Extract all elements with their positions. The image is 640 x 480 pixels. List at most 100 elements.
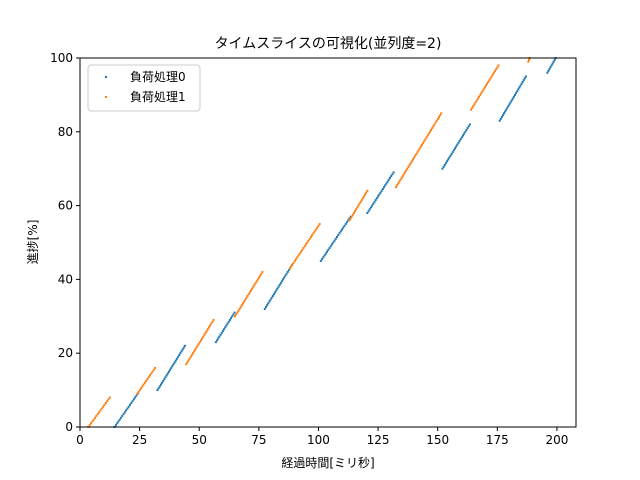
- data-point-series-0: [374, 199, 377, 202]
- data-point-series-1: [478, 95, 481, 98]
- data-point-series-1: [490, 75, 493, 78]
- data-point-series-0: [217, 337, 220, 340]
- data-point-series-0: [214, 341, 217, 344]
- data-point-series-1: [95, 414, 98, 417]
- data-point-series-1: [398, 180, 401, 183]
- data-point-series-0: [164, 376, 167, 379]
- data-point-series-1: [440, 112, 443, 115]
- data-point-series-1: [439, 114, 442, 117]
- data-point-series-1: [316, 226, 319, 229]
- data-point-series-1: [483, 86, 486, 89]
- data-point-series-1: [528, 58, 531, 61]
- data-point-series-1: [199, 339, 202, 342]
- data-point-series-0: [392, 171, 395, 174]
- data-point-series-0: [230, 317, 233, 320]
- data-point-series-0: [120, 416, 122, 419]
- data-point-series-0: [501, 114, 504, 117]
- data-point-series-0: [465, 128, 468, 131]
- data-point-series-0: [520, 82, 523, 85]
- data-point-series-0: [385, 182, 388, 185]
- data-point-series-0: [500, 116, 503, 119]
- data-point-series-0: [460, 136, 463, 139]
- data-point-series-0: [274, 291, 277, 294]
- data-point-series-1: [318, 223, 321, 226]
- data-point-series-0: [332, 241, 335, 244]
- data-point-series-0: [284, 274, 287, 277]
- data-point-series-1: [100, 407, 103, 410]
- data-point-series-0: [447, 158, 450, 161]
- data-point-series-1: [242, 302, 244, 305]
- data-point-series-1: [290, 265, 293, 268]
- data-point-series-1: [302, 247, 305, 250]
- data-point-series-1: [301, 248, 304, 251]
- data-point-series-1: [413, 156, 416, 159]
- data-point-series-1: [472, 104, 475, 107]
- data-point-series-0: [125, 409, 128, 412]
- data-point-series-0: [549, 66, 552, 69]
- data-point-series-0: [231, 315, 234, 318]
- data-point-series-1: [292, 261, 295, 264]
- legend: 負荷処理0 負荷処理1: [87, 64, 201, 112]
- data-point-series-0: [344, 223, 347, 226]
- data-point-series-0: [462, 134, 465, 137]
- data-point-series-0: [219, 333, 222, 336]
- data-point-series-0: [322, 256, 325, 259]
- data-point-series-0: [513, 93, 516, 96]
- data-point-series-0: [369, 206, 372, 209]
- data-point-series-0: [521, 80, 524, 83]
- legend-label: 負荷処理0: [130, 70, 186, 84]
- data-point-series-1: [260, 272, 263, 275]
- data-point-series-1: [496, 66, 499, 69]
- data-point-series-1: [252, 285, 255, 288]
- data-point-series-0: [546, 71, 549, 74]
- data-point-series-0: [282, 278, 285, 281]
- data-point-series-1: [250, 289, 252, 292]
- data-point-series-0: [381, 188, 384, 190]
- data-point-series-1: [138, 389, 141, 392]
- data-point-series-1: [206, 328, 209, 331]
- data-point-series-1: [423, 140, 426, 143]
- data-point-series-0: [182, 346, 185, 349]
- data-point-series-1: [204, 331, 207, 334]
- data-point-series-0: [511, 97, 514, 100]
- data-point-series-0: [509, 101, 512, 104]
- data-point-series-1: [402, 173, 405, 176]
- data-point-series-0: [228, 318, 231, 321]
- data-point-series-0: [331, 243, 334, 246]
- data-point-series-1: [479, 93, 482, 96]
- data-point-series-0: [340, 228, 343, 231]
- data-point-series-1: [235, 313, 238, 316]
- data-point-series-0: [468, 123, 471, 126]
- data-point-series-0: [372, 202, 375, 205]
- data-point-series-1: [154, 366, 157, 369]
- data-point-series-1: [356, 206, 359, 209]
- legend-marker: [105, 96, 107, 98]
- data-point-series-0: [448, 156, 451, 159]
- data-point-series-1: [194, 348, 197, 351]
- data-point-series-1: [414, 154, 417, 157]
- data-point-series-1: [190, 354, 193, 357]
- data-point-series-1: [291, 263, 294, 266]
- data-point-series-0: [464, 130, 467, 133]
- data-point-series-1: [236, 311, 239, 314]
- data-point-series-1: [350, 215, 353, 218]
- data-point-series-1: [203, 333, 206, 336]
- data-point-series-1: [261, 271, 264, 274]
- data-point-series-0: [506, 106, 509, 109]
- data-point-series-0: [272, 293, 275, 296]
- data-point-series-1: [210, 322, 213, 325]
- data-point-series-1: [431, 127, 434, 130]
- data-point-series-0: [178, 354, 181, 357]
- data-point-series-1: [366, 189, 369, 192]
- data-point-series-0: [271, 295, 274, 297]
- data-point-series-1: [207, 326, 210, 329]
- y-tick-label: 40: [58, 272, 73, 286]
- data-point-series-1: [209, 324, 212, 327]
- data-point-series-1: [422, 141, 425, 144]
- data-point-series-0: [517, 88, 520, 91]
- data-point-series-0: [226, 322, 229, 325]
- data-point-series-0: [367, 210, 370, 213]
- data-point-series-0: [455, 145, 458, 148]
- data-point-series-1: [188, 357, 191, 360]
- data-point-series-1: [88, 424, 91, 427]
